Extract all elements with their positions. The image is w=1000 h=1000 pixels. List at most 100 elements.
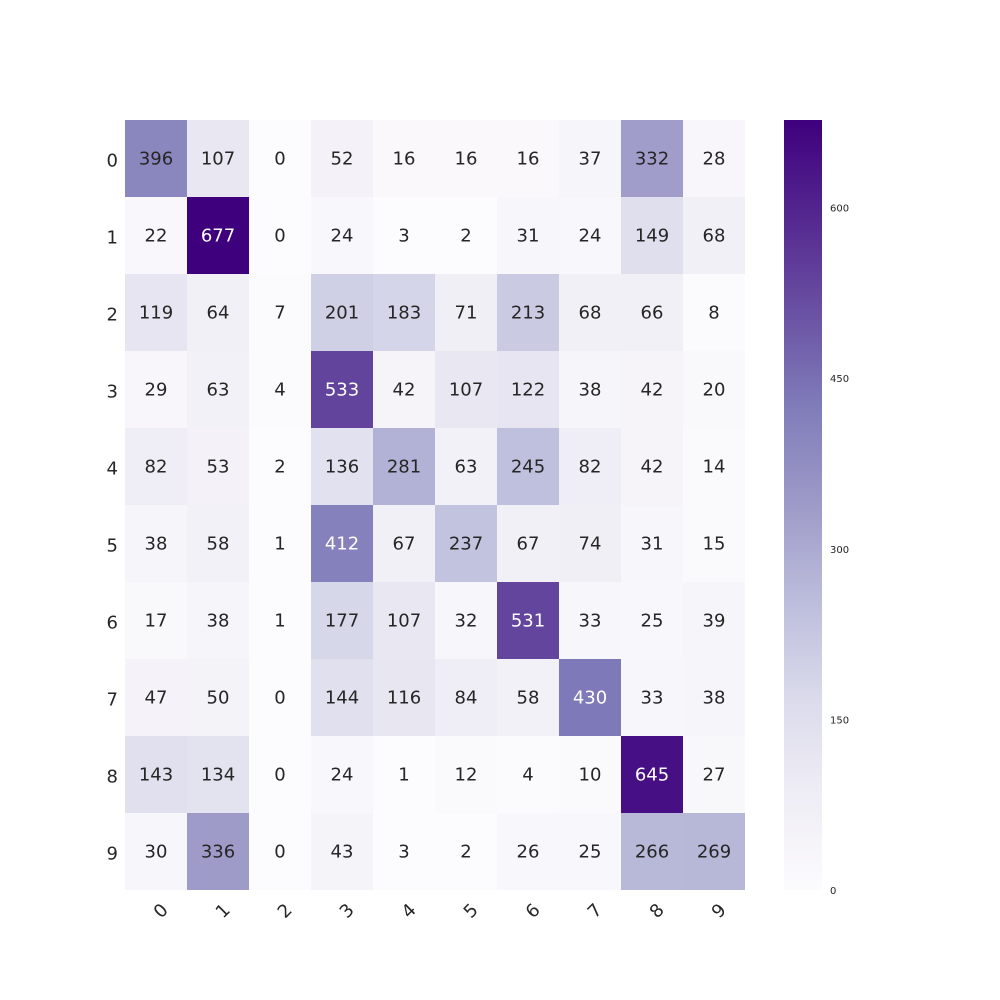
heatmap-cell — [497, 813, 559, 890]
heatmap-cell — [559, 351, 621, 428]
cell-value-label: 266 — [635, 842, 669, 863]
cell-value-label: 281 — [387, 457, 421, 478]
cell-value-label: 0 — [274, 765, 285, 786]
cell-value-label: 645 — [635, 765, 669, 786]
y-tick-label: 8 — [107, 767, 118, 788]
heatmap-cell — [249, 505, 311, 582]
heatmap-cell — [497, 120, 559, 197]
heatmap-cell — [621, 428, 683, 505]
y-tick-label: 4 — [107, 459, 118, 480]
heatmap-cell — [621, 120, 683, 197]
cell-value-label: 47 — [145, 688, 168, 709]
y-tick-label: 5 — [107, 536, 118, 557]
heatmap-cell — [187, 582, 249, 659]
heatmap-cell — [497, 505, 559, 582]
heatmap-cell — [497, 197, 559, 274]
y-axis-tick-labels: 0 1 2 3 4 5 6 7 8 9 — [107, 151, 118, 865]
heatmap-cell — [497, 351, 559, 428]
heatmap-cell — [373, 582, 435, 659]
heatmap-cell — [187, 736, 249, 813]
cell-value-label: 68 — [579, 303, 602, 324]
cell-value-label: 39 — [703, 611, 726, 632]
cell-value-label: 396 — [139, 149, 173, 170]
cell-value-label: 64 — [207, 303, 230, 324]
heatmap-cell — [559, 505, 621, 582]
cell-value-label: 183 — [387, 303, 421, 324]
y-tick-label: 6 — [107, 613, 118, 634]
heatmap-cell — [187, 274, 249, 351]
colorbar-tick-label: 450 — [830, 374, 849, 385]
heatmap-cell — [125, 736, 187, 813]
heatmap-cell — [435, 197, 497, 274]
heatmap-cell — [435, 813, 497, 890]
cell-value-label: 3 — [398, 842, 409, 863]
cell-value-label: 412 — [325, 534, 359, 555]
cell-value-label: 42 — [641, 457, 664, 478]
cell-value-label: 50 — [207, 688, 230, 709]
cell-value-label: 0 — [274, 688, 285, 709]
cell-value-label: 68 — [703, 226, 726, 247]
x-tick-label: 6 — [522, 900, 545, 923]
heatmap-cell — [435, 120, 497, 197]
cell-value-label: 531 — [511, 611, 545, 632]
heatmap-cell — [249, 428, 311, 505]
heatmap-cell — [559, 428, 621, 505]
colorbar-tick-label: 300 — [830, 545, 849, 556]
cell-value-label: 16 — [393, 149, 416, 170]
heatmap-cell — [435, 428, 497, 505]
cell-value-label: 30 — [145, 842, 168, 863]
heatmap-cell — [125, 428, 187, 505]
cell-value-label: 0 — [274, 226, 285, 247]
cell-value-label: 42 — [641, 380, 664, 401]
cell-value-label: 144 — [325, 688, 359, 709]
cell-value-label: 16 — [517, 149, 540, 170]
heatmap-cell — [373, 274, 435, 351]
cell-value-label: 245 — [511, 457, 545, 478]
heatmap-cell — [435, 582, 497, 659]
cell-value-label: 430 — [573, 688, 607, 709]
cell-value-label: 269 — [697, 842, 731, 863]
cell-value-label: 26 — [517, 842, 540, 863]
heatmap-cell — [373, 659, 435, 736]
heatmap-cell — [249, 351, 311, 428]
heatmap-cell — [311, 813, 373, 890]
heatmap-cell — [683, 428, 745, 505]
heatmap-cell — [621, 813, 683, 890]
heatmap-cell — [249, 582, 311, 659]
cell-value-label: 2 — [460, 842, 471, 863]
cell-value-label: 237 — [449, 534, 483, 555]
cell-value-label: 533 — [325, 380, 359, 401]
heatmap-cell — [683, 659, 745, 736]
cell-value-label: 10 — [579, 765, 602, 786]
cell-value-label: 1 — [274, 611, 285, 632]
cell-value-label: 0 — [274, 842, 285, 863]
cell-value-label: 67 — [517, 534, 540, 555]
cell-value-label: 12 — [455, 765, 478, 786]
cell-value-label: 82 — [579, 457, 602, 478]
cell-value-label: 149 — [635, 226, 669, 247]
cell-value-label: 29 — [145, 380, 168, 401]
heatmap-cell — [683, 813, 745, 890]
cell-value-label: 71 — [455, 303, 478, 324]
heatmap-cell — [621, 197, 683, 274]
cell-value-label: 20 — [703, 380, 726, 401]
heatmap-cell — [125, 813, 187, 890]
heatmap-cell — [497, 659, 559, 736]
cell-value-label: 38 — [145, 534, 168, 555]
heatmap-cell — [559, 120, 621, 197]
heatmap-cell — [435, 351, 497, 428]
cell-value-label: 4 — [274, 380, 285, 401]
heatmap-cell — [187, 120, 249, 197]
heatmap-cell — [559, 582, 621, 659]
heatmap-cell — [497, 736, 559, 813]
cell-value-label: 8 — [708, 303, 719, 324]
y-tick-label: 1 — [107, 228, 118, 249]
cell-value-label: 17 — [145, 611, 168, 632]
colorbar-tick-label: 150 — [830, 715, 849, 726]
heatmap-cell — [373, 120, 435, 197]
heatmap-cell — [187, 813, 249, 890]
heatmap-cell — [311, 736, 373, 813]
heatmap-cell — [373, 351, 435, 428]
heatmap-cell — [683, 351, 745, 428]
